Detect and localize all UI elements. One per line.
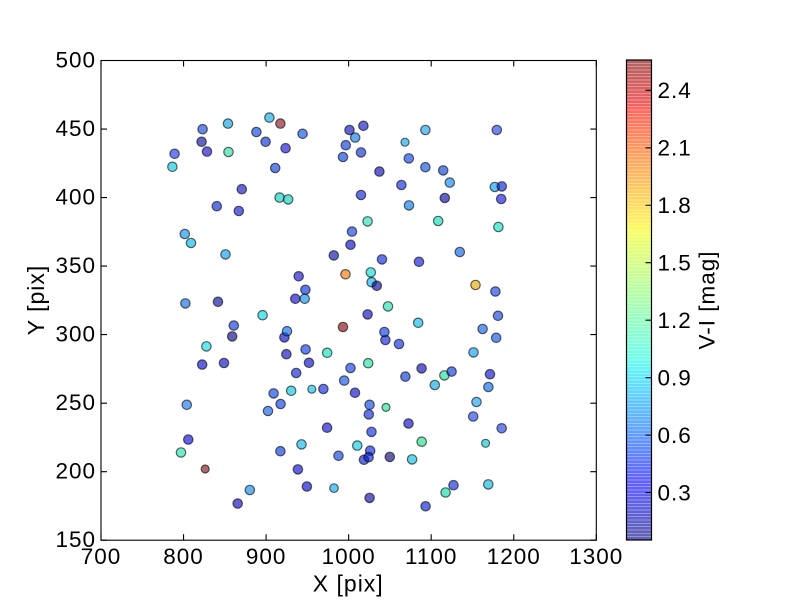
- svg-text:0.3: 0.3: [658, 480, 692, 505]
- svg-text:500: 500: [55, 48, 96, 73]
- svg-text:1100: 1100: [405, 544, 457, 569]
- svg-text:2.4: 2.4: [658, 78, 692, 103]
- svg-text:1.8: 1.8: [658, 193, 692, 218]
- svg-text:1300: 1300: [569, 544, 623, 569]
- svg-text:700: 700: [81, 544, 122, 569]
- svg-text:450: 450: [55, 116, 96, 141]
- svg-text:0.9: 0.9: [658, 365, 692, 390]
- svg-text:250: 250: [55, 390, 96, 415]
- svg-text:X [pix]: X [pix]: [313, 571, 384, 597]
- svg-text:300: 300: [55, 322, 96, 347]
- svg-text:V-I [mag]: V-I [mag]: [695, 250, 720, 349]
- svg-text:900: 900: [246, 544, 287, 569]
- svg-text:1200: 1200: [487, 544, 541, 569]
- svg-text:800: 800: [163, 544, 204, 569]
- svg-text:0.6: 0.6: [658, 423, 692, 448]
- svg-text:1000: 1000: [322, 544, 376, 569]
- svg-text:350: 350: [55, 253, 96, 278]
- svg-text:2.1: 2.1: [658, 135, 692, 160]
- svg-text:1.5: 1.5: [658, 250, 692, 275]
- svg-text:400: 400: [55, 185, 96, 210]
- svg-text:200: 200: [55, 459, 96, 484]
- svg-text:Y [pix]: Y [pix]: [23, 265, 49, 336]
- svg-text:150: 150: [55, 527, 96, 552]
- svg-text:1.2: 1.2: [658, 308, 692, 333]
